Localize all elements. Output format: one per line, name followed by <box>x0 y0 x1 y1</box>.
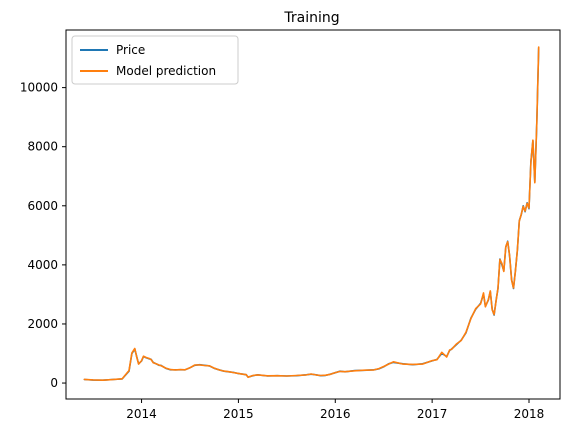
x-tick-label: 2014 <box>126 407 157 421</box>
plot-area <box>83 46 540 382</box>
y-tick-label: 0 <box>50 376 58 390</box>
chart-title: Training <box>283 10 339 26</box>
y-tick-label: 2000 <box>27 317 58 331</box>
x-tick-label: 2015 <box>223 407 254 421</box>
y-tick-label: 8000 <box>27 140 58 154</box>
legend-label: Price <box>116 43 145 57</box>
legend-label: Model prediction <box>116 64 216 78</box>
y-tick-label: 10000 <box>20 81 58 95</box>
x-tick-label: 2017 <box>417 407 448 421</box>
axes-frame <box>65 29 561 400</box>
x-tick-label: 2016 <box>320 407 351 421</box>
series-line-model-prediction <box>83 46 540 382</box>
x-tick-label: 2018 <box>514 407 545 421</box>
legend-box <box>71 35 239 85</box>
y-tick-label: 4000 <box>27 258 58 272</box>
legend: Price Model prediction <box>71 35 239 85</box>
y-tick-label: 6000 <box>27 199 58 213</box>
